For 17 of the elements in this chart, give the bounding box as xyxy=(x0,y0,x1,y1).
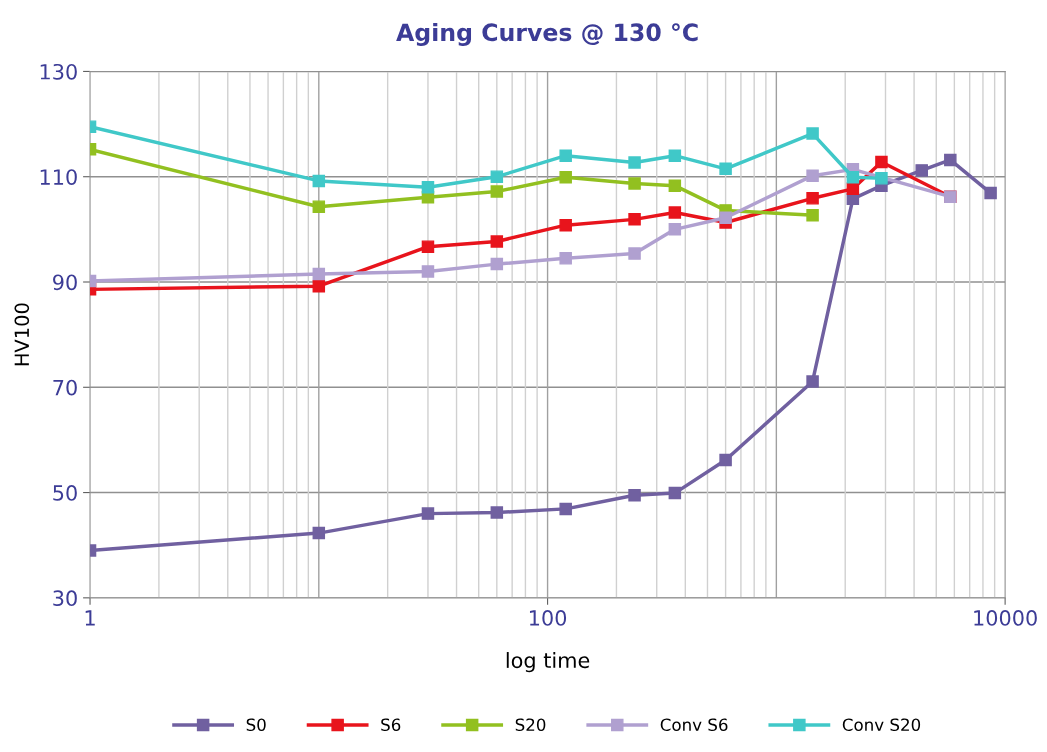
y-tick-label: 70 xyxy=(53,379,77,396)
legend-label: Conv S6 xyxy=(660,718,728,732)
y-tick-label: 30 xyxy=(53,590,77,607)
legend-label: S0 xyxy=(246,718,266,732)
y-tick-label: 50 xyxy=(53,485,77,501)
y-tick-label: 110 xyxy=(40,169,77,185)
x-tick-label: 1 xyxy=(85,610,95,626)
x-axis-title: log time xyxy=(506,652,590,673)
y-tick-label: 90 xyxy=(53,274,77,291)
y-axis-title: HV100 xyxy=(14,303,30,366)
y-tick-label: 130 xyxy=(40,63,77,80)
x-tick-label: 100 xyxy=(529,610,567,626)
legend-label: Conv S20 xyxy=(842,718,921,732)
chart-title: Aging Curves @ 130 °C xyxy=(396,22,698,46)
x-tick-label: 10000 xyxy=(974,610,1037,626)
legend-label: S20 xyxy=(515,718,546,732)
legend-label: S6 xyxy=(381,718,401,732)
